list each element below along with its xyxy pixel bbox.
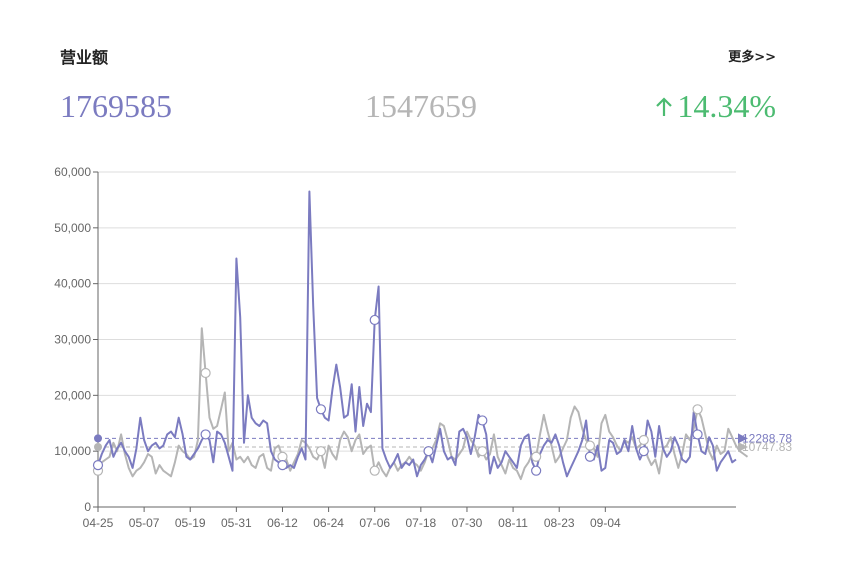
series-line-current: [97, 190, 737, 478]
data-point-marker-previous: [369, 465, 380, 476]
data-point-marker-current: [477, 415, 488, 426]
data-point-marker-previous: [638, 434, 649, 446]
y-tick-label: 20,000: [54, 388, 91, 402]
chart-markers: [92, 314, 703, 476]
data-point-marker-current: [638, 446, 649, 457]
kpi-current-value: 1769585: [60, 88, 172, 124]
x-tick-label: 06-12: [267, 516, 298, 530]
data-point-marker-previous: [692, 404, 703, 415]
data-point-marker-current: [200, 429, 211, 440]
x-tick-label: 05-19: [175, 516, 206, 530]
average-arrow-current: [738, 433, 748, 444]
data-point-marker-previous: [200, 367, 211, 379]
arrow-up-icon: [656, 96, 673, 116]
data-point-marker-current: [584, 451, 596, 462]
x-tick-label: 08-23: [544, 516, 575, 530]
average-label-current: 12288.78: [742, 431, 792, 445]
kpi-change-value: 14.34%: [677, 88, 776, 124]
series-line-previous: [97, 327, 749, 481]
x-tick-label: 04-25: [83, 516, 114, 530]
y-tick-label: 50,000: [54, 221, 91, 235]
x-tick-label: 06-24: [313, 516, 344, 530]
x-axis: 04-25 05-07 05-19 05-31 06-12 06-24 07-06 07-18…: [83, 506, 736, 530]
data-point-marker-previous: [584, 440, 596, 451]
data-point-marker-previous: [277, 451, 288, 462]
x-tick-label: 05-31: [221, 516, 252, 530]
page-title: 营业额: [60, 48, 109, 67]
x-tick-label: 05-07: [129, 516, 160, 530]
kpi-change: 14.34%: [655, 88, 776, 125]
x-tick-label: 08-11: [498, 516, 528, 530]
data-point-marker-current: [531, 465, 542, 476]
chart-series: [97, 190, 749, 481]
data-point-marker-previous: [315, 446, 327, 457]
x-tick-label: 07-30: [452, 516, 483, 530]
average-start-dot-current: [94, 434, 102, 443]
kpi-previous-value: 1547659: [365, 88, 477, 124]
data-point-marker-previous: [531, 451, 542, 462]
data-point-marker-current: [315, 404, 327, 415]
x-tick-label: 07-06: [359, 516, 390, 530]
y-tick-label: 60,000: [54, 165, 91, 179]
average-label-previous: 10747.83: [742, 440, 792, 454]
data-point-marker-current: [692, 429, 703, 440]
data-point-marker-current: [277, 460, 288, 471]
data-point-marker-previous: [477, 446, 488, 457]
y-tick-label: 0: [84, 500, 91, 514]
average-start-dot-previous: [94, 442, 102, 451]
y-tick-label: 10,000: [54, 444, 91, 458]
average-arrow-previous: [738, 441, 748, 452]
more-link[interactable]: 更多>>: [728, 50, 776, 65]
data-point-marker-current: [423, 446, 434, 457]
y-tick-label: 40,000: [54, 277, 91, 291]
x-tick-label: 09-04: [590, 516, 621, 530]
x-tick-label: 07-18: [405, 516, 436, 530]
data-point-marker-current: [92, 460, 104, 471]
data-point-marker-current: [369, 314, 380, 326]
average-lines: [94, 433, 748, 452]
y-axis: 0 10,000 20,000 30,000 40,000 50,000 60,000: [54, 165, 99, 514]
y-tick-label: 30,000: [54, 333, 91, 347]
